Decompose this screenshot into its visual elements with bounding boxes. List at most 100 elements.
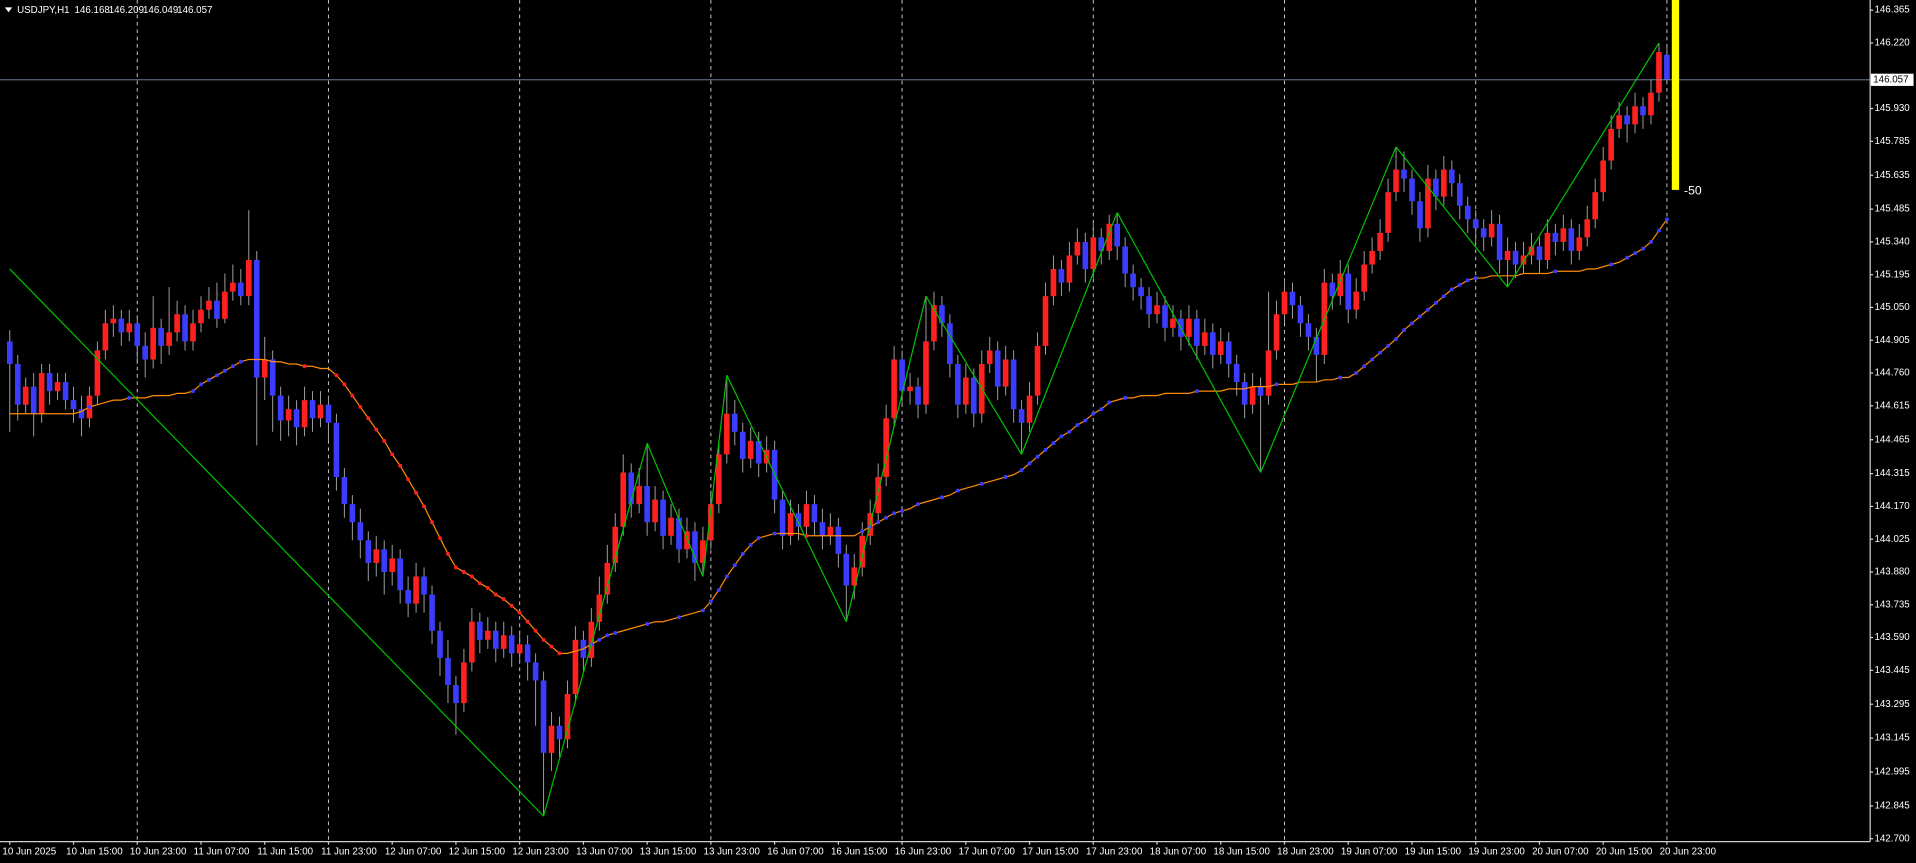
candle-body — [1098, 237, 1105, 251]
y-tick-label: 142.845 — [1874, 801, 1910, 812]
x-tick-label: 12 Jun 07:00 — [385, 847, 442, 858]
candle-body — [1138, 287, 1144, 297]
y-tick-label: 145.635 — [1874, 170, 1910, 181]
candle-body — [1010, 359, 1017, 410]
moving-average-marker — [1441, 294, 1446, 299]
candle-body — [1018, 409, 1025, 423]
x-tick-label: 10 Jun 23:00 — [130, 847, 187, 858]
moving-average-marker — [477, 581, 482, 586]
moving-average-marker — [446, 551, 450, 556]
candle-body — [1441, 169, 1447, 197]
moving-average-marker — [748, 542, 753, 547]
candle-body — [548, 725, 555, 753]
candle-body — [1377, 232, 1383, 251]
moving-average-marker — [1027, 461, 1032, 466]
y-tick-label: 143.735 — [1874, 599, 1910, 610]
y-tick-label: 143.295 — [1874, 699, 1910, 710]
candle-body — [755, 440, 762, 464]
candle-body — [636, 486, 642, 505]
moving-average-marker — [876, 520, 881, 525]
candle-body — [1632, 106, 1638, 125]
moving-average-marker — [700, 608, 705, 613]
zigzag-leg — [1116, 212, 1262, 473]
y-tick-label: 143.145 — [1874, 733, 1910, 744]
candle-body — [1640, 106, 1646, 116]
moving-average-marker — [1625, 255, 1630, 260]
moving-average-marker — [645, 622, 650, 626]
candle-body — [915, 386, 921, 405]
candle-body — [676, 517, 682, 550]
candle-body — [1090, 237, 1097, 270]
candle-body — [1257, 386, 1264, 396]
candle-body — [1217, 341, 1224, 355]
candle-body — [994, 350, 1001, 387]
candle-body — [1297, 305, 1304, 324]
moving-average-marker — [1003, 475, 1008, 479]
moving-average-marker — [1449, 287, 1454, 292]
candle-body — [1393, 169, 1399, 193]
candle-body — [253, 259, 260, 378]
candle-body — [859, 535, 866, 568]
candle-body — [62, 382, 69, 401]
moving-average-line — [9, 218, 1668, 654]
moving-average-marker — [1091, 411, 1096, 416]
candle-body — [1042, 296, 1049, 346]
candle-body — [349, 504, 356, 523]
candle-body — [1600, 160, 1606, 193]
candle-body — [14, 363, 21, 405]
candle-body — [245, 259, 252, 297]
x-tick-label: 13 Jun 23:00 — [704, 847, 761, 858]
candle-body — [970, 377, 977, 414]
candle-body — [1146, 296, 1152, 315]
candle-body — [955, 363, 961, 405]
candle-body — [261, 359, 268, 378]
zigzag-leg — [1021, 212, 1118, 455]
candle-body — [158, 327, 164, 346]
candle-body — [413, 576, 419, 604]
zigzag-leg — [702, 375, 728, 577]
y-tick-label: 145.195 — [1874, 269, 1910, 280]
candle-body — [1369, 250, 1375, 265]
moving-average-marker — [398, 463, 403, 468]
candle-body — [1305, 323, 1312, 337]
candle-body — [1289, 291, 1296, 306]
candle-body — [150, 327, 156, 360]
header-low: 146.049 — [143, 5, 178, 16]
moving-average-marker — [708, 599, 713, 604]
menu-triangle — [4, 7, 13, 13]
moving-average-marker — [414, 490, 419, 495]
candle-body — [230, 282, 236, 292]
candle-body — [477, 621, 483, 640]
y-tick-label: 144.615 — [1874, 400, 1910, 411]
candle-body — [453, 685, 459, 704]
moving-average-marker — [390, 452, 395, 457]
moving-average-marker — [533, 628, 538, 633]
candle-body — [421, 576, 427, 595]
moving-average-marker — [1457, 282, 1462, 287]
x-tick-label: 12 Jun 23:00 — [512, 847, 569, 858]
candle-body — [819, 522, 826, 536]
candle-body — [1664, 54, 1670, 80]
y-tick-label: 144.905 — [1874, 335, 1910, 346]
y-tick-label: 146.220 — [1874, 38, 1910, 49]
moving-average-marker — [493, 592, 498, 597]
moving-average-marker — [1059, 434, 1064, 439]
moving-average-marker — [214, 373, 219, 378]
moving-average-marker — [1473, 276, 1478, 281]
candle-body — [397, 558, 403, 591]
candle-body — [1385, 192, 1391, 233]
candle-body — [492, 630, 499, 649]
moving-average-marker — [461, 570, 466, 574]
moving-average-marker — [517, 610, 522, 615]
candle-body — [508, 635, 515, 654]
moving-average-marker — [860, 529, 865, 534]
candle-body — [277, 395, 284, 421]
candle-body — [875, 477, 881, 514]
candle-body — [373, 549, 380, 563]
candle-body — [1170, 318, 1176, 328]
candle-body — [1329, 282, 1336, 297]
candle-body — [716, 454, 722, 505]
y-tick-label: 145.485 — [1874, 204, 1910, 215]
candle-body — [118, 318, 125, 333]
